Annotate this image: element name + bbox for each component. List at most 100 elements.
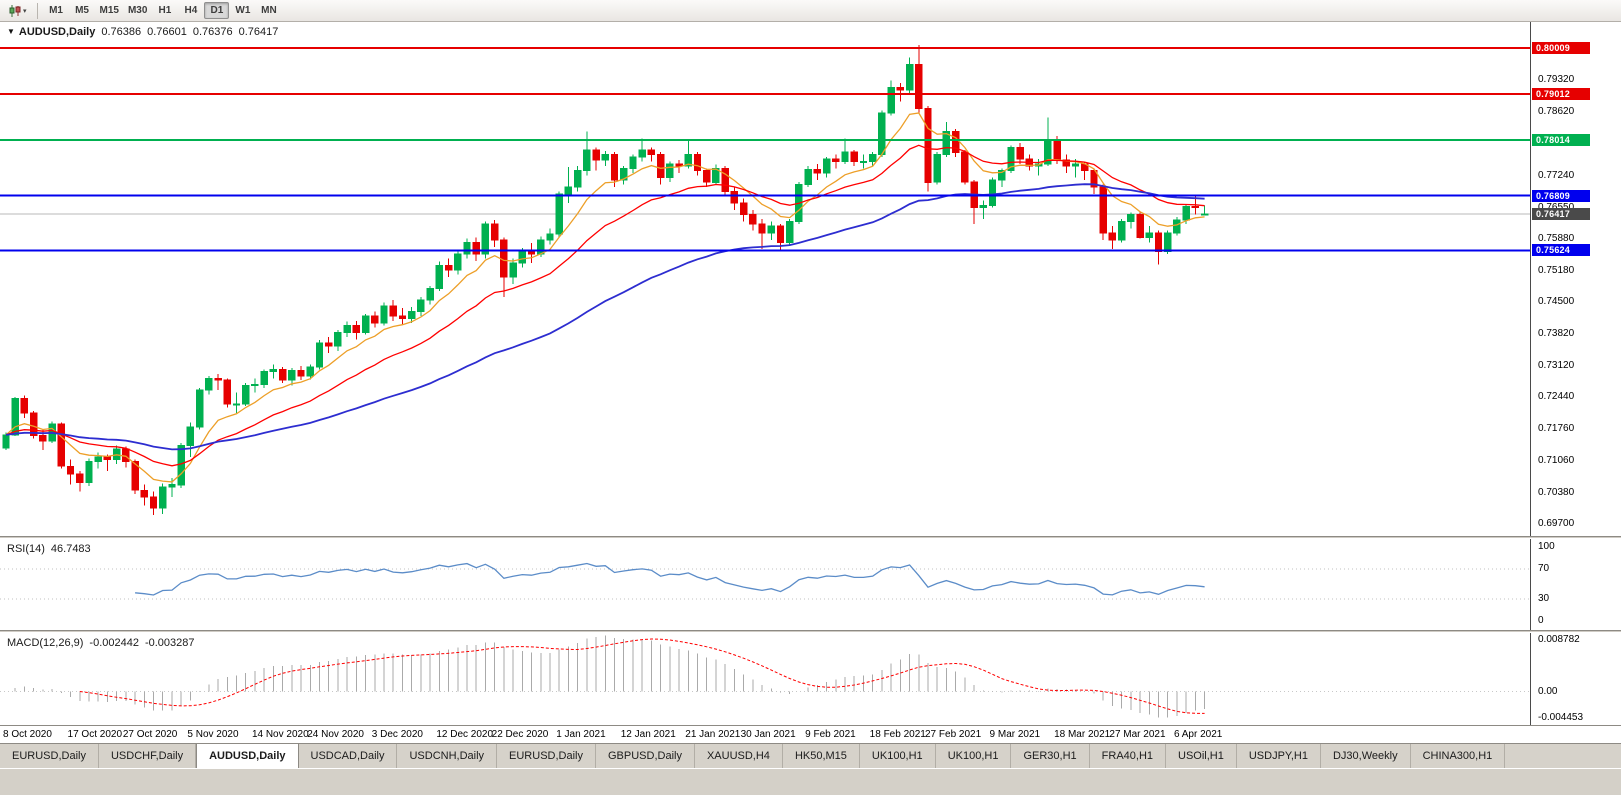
candle-body — [306, 366, 315, 377]
rsi-plot[interactable] — [0, 539, 1530, 630]
symbol-tab-usdchf-daily[interactable]: USDCHF,Daily — [99, 744, 197, 768]
symbol-tab-usdcad-daily[interactable]: USDCAD,Daily — [299, 744, 398, 768]
candle-body — [260, 371, 268, 386]
candle-body — [149, 496, 158, 509]
candlestick-chart-icon — [9, 4, 21, 17]
date-tick-label: 6 Apr 2021 — [1173, 729, 1223, 740]
chart-tab-bar: EURUSD,Daily USDCHF,Daily AUDUSD,Daily USDC… — [0, 743, 1621, 768]
candle-body — [979, 204, 987, 209]
symbol-tab-fra40-h1[interactable]: FRA40,H1 — [1090, 744, 1167, 768]
candlestick-plot[interactable] — [0, 22, 1530, 536]
candle-body — [1062, 159, 1070, 167]
candle-body — [629, 156, 637, 169]
candle-body — [905, 64, 914, 91]
timeframe-button-m30[interactable]: M30 — [127, 5, 148, 16]
candle-body — [767, 225, 775, 234]
timeframe-button-h1[interactable]: H1 — [158, 5, 172, 16]
rsi-panel[interactable]: RSI(14) 46.7483 100 70 30 0 — [0, 539, 1621, 630]
symbol-tab-gbpusd-daily[interactable]: GBPUSD,Daily — [596, 744, 695, 768]
date-tick-label: 17 Oct 2020 — [67, 729, 123, 740]
macd-panel[interactable]: MACD(12,26,9) -0.002442 -0.003287 0.008782… — [0, 633, 1621, 725]
candle-body — [297, 370, 305, 377]
candle-body — [647, 149, 656, 156]
candle-body — [1007, 147, 1015, 172]
candle-body — [325, 342, 333, 347]
candle-body — [500, 239, 508, 278]
candle-body — [1145, 232, 1153, 239]
date-tick-label: 27 Mar 2021 — [1109, 729, 1166, 740]
panel-splitter[interactable] — [0, 536, 1621, 539]
date-tick-label: 9 Mar 2021 — [989, 729, 1041, 740]
candle-body — [564, 186, 573, 195]
symbol-tab-hk50-m15[interactable]: HK50,M15 — [783, 744, 860, 768]
candle-body — [1071, 163, 1080, 167]
macd-plot[interactable] — [0, 633, 1530, 725]
macd-signal-line — [79, 638, 1205, 714]
timeframe-button-m5[interactable]: M5 — [75, 5, 89, 16]
timeframe-button-w1[interactable]: W1 — [235, 5, 251, 16]
rsi-name: RSI(14) — [7, 543, 45, 555]
candle-body — [656, 154, 665, 179]
symbol-tab-uk100-h1[interactable]: UK100,H1 — [936, 744, 1012, 768]
price-chart-panel[interactable]: ▼ AUDUSD,Daily 0.76386 0.76601 0.76376 0.7641… — [0, 22, 1621, 536]
candle-body — [786, 221, 794, 243]
ohlc-low: 0.76376 — [192, 26, 233, 38]
symbol-tab-usdcnh-daily[interactable]: USDCNH,Daily — [397, 744, 498, 768]
symbol-tab-eurusd-daily[interactable]: EURUSD,Daily — [497, 744, 596, 768]
axis-tick-label: -0.004453 — [1538, 712, 1584, 724]
candle-body — [481, 223, 490, 255]
rsi-label: RSI(14) 46.7483 — [7, 543, 91, 555]
price-badge: 0.80009 — [1532, 41, 1590, 54]
symbol-tab-ger30-h1[interactable]: GER30,H1 — [1011, 744, 1090, 768]
symbol-tab-dj30-weekly[interactable]: DJ30,Weekly — [1321, 744, 1411, 768]
candle-body — [380, 305, 388, 324]
candle-body — [131, 461, 139, 491]
candle-body — [684, 154, 692, 167]
time-axis[interactable]: 8 Oct 2020 17 Oct 2020 27 Oct 2020 5 Nov 20… — [0, 725, 1621, 743]
ma-line-medium — [5, 144, 1205, 467]
candle-body — [463, 241, 471, 255]
candle-body — [961, 151, 969, 183]
candle-body — [583, 149, 591, 172]
candle-body — [1136, 214, 1144, 239]
timeframe-button-m1[interactable]: M1 — [49, 5, 63, 16]
timeframe-button-mn[interactable]: MN — [261, 5, 277, 16]
symbol-tab-usoil-h1[interactable]: USOil,H1 — [1166, 744, 1237, 768]
candle-body — [942, 131, 951, 156]
axis-tick-label: 0.79320 — [1538, 73, 1575, 85]
symbol-tab-china300-h1[interactable]: CHINA300,H1 — [1411, 744, 1506, 768]
axis-tick-label: 0.77240 — [1538, 169, 1575, 181]
candle-body — [195, 389, 204, 428]
timeframe-button-h4[interactable]: H4 — [184, 5, 198, 16]
price-badge: 0.75624 — [1532, 244, 1590, 257]
candle-body — [398, 315, 407, 320]
symbol-tab-eurusd-daily[interactable]: EURUSD,Daily — [0, 744, 99, 768]
candle-body — [39, 434, 47, 442]
candle-body — [758, 223, 766, 234]
candle-body — [518, 251, 526, 264]
panel-splitter[interactable] — [0, 630, 1621, 633]
candle-body — [371, 315, 379, 324]
candle-body — [361, 315, 370, 333]
symbol-tab-uk100-h1[interactable]: UK100,H1 — [860, 744, 936, 768]
candle-body — [426, 288, 434, 301]
symbol-tab-usdjpy-h1[interactable]: USDJPY,H1 — [1237, 744, 1321, 768]
candle-body — [417, 299, 425, 312]
chart-type-button[interactable]: ▾ — [4, 2, 31, 20]
candle-body — [776, 225, 785, 243]
macd-scale[interactable]: 0.008782 0.00 -0.004453 — [1530, 633, 1621, 725]
axis-tick-label: 0.73820 — [1538, 327, 1575, 339]
rsi-scale[interactable]: 100 70 30 0 — [1530, 539, 1621, 630]
date-tick-label: 12 Jan 2021 — [620, 729, 676, 740]
symbol-tab-xauusd-h4[interactable]: XAUUSD,H4 — [695, 744, 783, 768]
axis-tick-label: 0.71760 — [1538, 422, 1575, 434]
rsi-line — [135, 562, 1205, 596]
timeframe-button-d1[interactable]: D1 — [204, 2, 230, 19]
timeframe-button-m15[interactable]: M15 — [99, 5, 119, 16]
price-scale[interactable]: 0.793200.786200.779400.772400.765500.758… — [1530, 22, 1621, 536]
symbol-tab-audusd-daily[interactable]: AUDUSD,Daily — [196, 744, 299, 768]
chart-menu-icon[interactable]: ▼ — [7, 27, 15, 36]
candle-body — [177, 445, 185, 486]
candle-body — [232, 403, 241, 406]
candle-body — [288, 370, 296, 381]
